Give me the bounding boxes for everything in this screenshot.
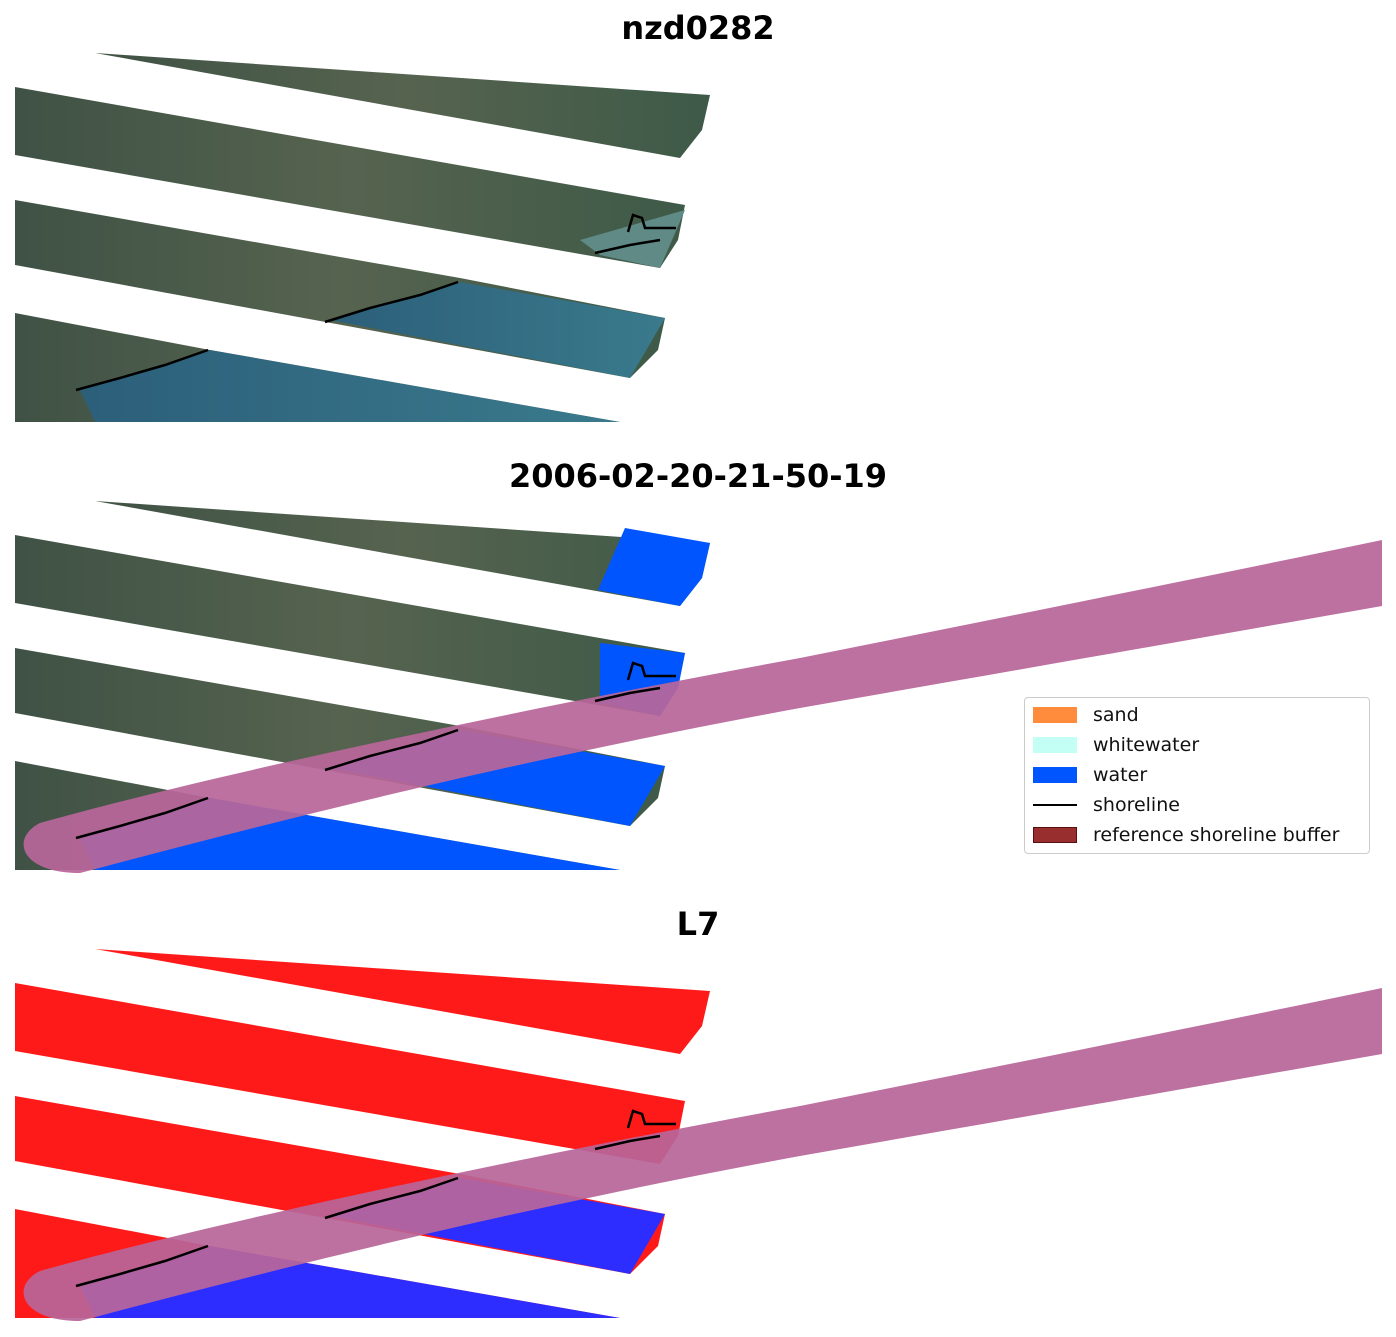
- shoreline-lines: [75, 661, 676, 840]
- shoreline-lines: [75, 1109, 676, 1288]
- panel-title-rgb: nzd0282: [621, 9, 775, 47]
- rgb-image-panel: [15, 53, 710, 422]
- reference-shoreline-buffer: [23, 988, 1382, 1321]
- legend-label: reference shoreline buffer: [1093, 824, 1340, 846]
- legend-item-reference-buffer: reference shoreline buffer: [1033, 824, 1339, 846]
- legend-item-whitewater: whitewater: [1033, 734, 1199, 756]
- legend-item-shoreline: shoreline: [1033, 794, 1180, 816]
- legend-label: whitewater: [1093, 734, 1200, 756]
- shoreline-lines: [75, 213, 676, 392]
- legend-swatch-shoreline: [1033, 804, 1077, 806]
- index-image-panel: [15, 949, 1382, 1321]
- legend-label: shoreline: [1093, 794, 1180, 816]
- legend: sand whitewater water shoreline referenc…: [1024, 697, 1370, 854]
- legend-swatch-whitewater: [1033, 737, 1077, 753]
- reference-shoreline-buffer: [23, 540, 1382, 873]
- classified-image-panel: [15, 501, 1382, 873]
- legend-swatch-sand: [1033, 707, 1077, 723]
- legend-swatch-water: [1033, 767, 1077, 783]
- legend-label: sand: [1093, 704, 1139, 726]
- legend-item-water: water: [1033, 764, 1147, 786]
- rgb-image-strips: [15, 53, 710, 422]
- legend-swatch-reference-buffer: [1033, 827, 1077, 843]
- legend-label: water: [1093, 764, 1148, 786]
- legend-item-sand: sand: [1033, 704, 1139, 726]
- panel-title-classified: 2006-02-20-21-50-19: [508, 457, 888, 495]
- panel-title-index: L7: [676, 905, 720, 943]
